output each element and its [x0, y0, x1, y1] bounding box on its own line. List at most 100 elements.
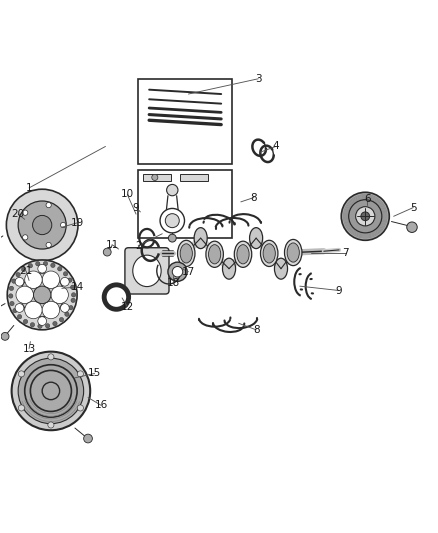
Circle shape	[46, 324, 50, 328]
Circle shape	[71, 285, 75, 289]
FancyBboxPatch shape	[180, 174, 208, 181]
Circle shape	[48, 354, 54, 360]
Circle shape	[166, 184, 178, 196]
Circle shape	[168, 234, 176, 242]
Text: 16: 16	[95, 400, 108, 410]
Circle shape	[341, 192, 389, 240]
Circle shape	[23, 210, 28, 215]
Text: 10: 10	[121, 189, 134, 199]
Circle shape	[25, 301, 42, 319]
Circle shape	[84, 434, 92, 443]
Ellipse shape	[177, 240, 195, 266]
Circle shape	[9, 286, 14, 290]
Circle shape	[59, 318, 64, 322]
Circle shape	[68, 278, 72, 282]
Ellipse shape	[237, 245, 249, 264]
FancyBboxPatch shape	[143, 174, 171, 181]
Circle shape	[18, 371, 25, 377]
Ellipse shape	[287, 243, 299, 262]
Circle shape	[46, 243, 51, 247]
Text: 14: 14	[71, 282, 84, 292]
Circle shape	[38, 264, 46, 273]
Circle shape	[78, 405, 84, 411]
Text: 12: 12	[121, 302, 134, 312]
Circle shape	[16, 272, 20, 277]
Ellipse shape	[208, 245, 221, 264]
Text: 18: 18	[166, 278, 180, 288]
Text: 7: 7	[343, 248, 349, 259]
Circle shape	[18, 314, 22, 319]
Text: 9: 9	[133, 203, 139, 213]
Circle shape	[33, 286, 51, 304]
Circle shape	[51, 263, 55, 268]
Text: 11: 11	[106, 240, 119, 249]
Circle shape	[60, 222, 66, 228]
Ellipse shape	[180, 244, 192, 263]
Circle shape	[407, 222, 417, 232]
Ellipse shape	[194, 228, 207, 248]
Text: 13: 13	[22, 344, 36, 353]
Circle shape	[57, 266, 62, 271]
Circle shape	[160, 208, 184, 233]
Circle shape	[18, 358, 84, 424]
Circle shape	[9, 294, 13, 298]
Ellipse shape	[285, 239, 302, 265]
Text: 17: 17	[182, 266, 195, 277]
Circle shape	[38, 317, 46, 326]
Circle shape	[42, 301, 60, 319]
Circle shape	[42, 271, 60, 288]
Circle shape	[7, 260, 77, 330]
Ellipse shape	[263, 244, 276, 263]
Circle shape	[65, 312, 69, 317]
Circle shape	[12, 279, 16, 283]
FancyBboxPatch shape	[125, 248, 169, 294]
Text: 5: 5	[410, 203, 417, 213]
Text: 6: 6	[364, 194, 371, 204]
Circle shape	[43, 261, 48, 266]
Circle shape	[13, 309, 17, 313]
Circle shape	[46, 203, 51, 208]
Circle shape	[48, 422, 54, 428]
Circle shape	[18, 405, 25, 411]
FancyBboxPatch shape	[138, 171, 232, 238]
Circle shape	[64, 272, 68, 276]
Circle shape	[15, 277, 24, 286]
Circle shape	[53, 321, 57, 326]
Circle shape	[28, 263, 32, 268]
Circle shape	[23, 235, 28, 240]
Circle shape	[20, 273, 64, 317]
Text: 15: 15	[88, 368, 101, 378]
Circle shape	[30, 322, 35, 327]
Circle shape	[23, 319, 28, 324]
Circle shape	[69, 305, 73, 310]
Circle shape	[168, 262, 187, 281]
Ellipse shape	[206, 241, 223, 268]
Circle shape	[361, 212, 370, 221]
Ellipse shape	[250, 228, 263, 248]
Ellipse shape	[133, 255, 161, 287]
Circle shape	[356, 207, 375, 226]
Circle shape	[16, 286, 33, 304]
Ellipse shape	[234, 241, 252, 268]
Circle shape	[42, 382, 60, 400]
Text: 21: 21	[19, 266, 33, 276]
Text: 9: 9	[336, 286, 343, 295]
Circle shape	[78, 371, 84, 377]
Ellipse shape	[223, 258, 236, 279]
Circle shape	[103, 248, 111, 256]
Text: 8: 8	[253, 325, 259, 335]
Text: 3: 3	[255, 74, 261, 84]
Text: 20: 20	[11, 209, 25, 219]
Circle shape	[32, 215, 52, 235]
Circle shape	[38, 324, 42, 328]
Circle shape	[349, 200, 382, 233]
Circle shape	[7, 189, 78, 261]
Circle shape	[51, 286, 68, 304]
Text: 8: 8	[251, 192, 257, 203]
Text: 19: 19	[71, 218, 84, 228]
Circle shape	[60, 304, 69, 312]
Circle shape	[71, 298, 75, 303]
Circle shape	[12, 352, 90, 430]
Circle shape	[165, 214, 179, 228]
Circle shape	[21, 267, 26, 272]
